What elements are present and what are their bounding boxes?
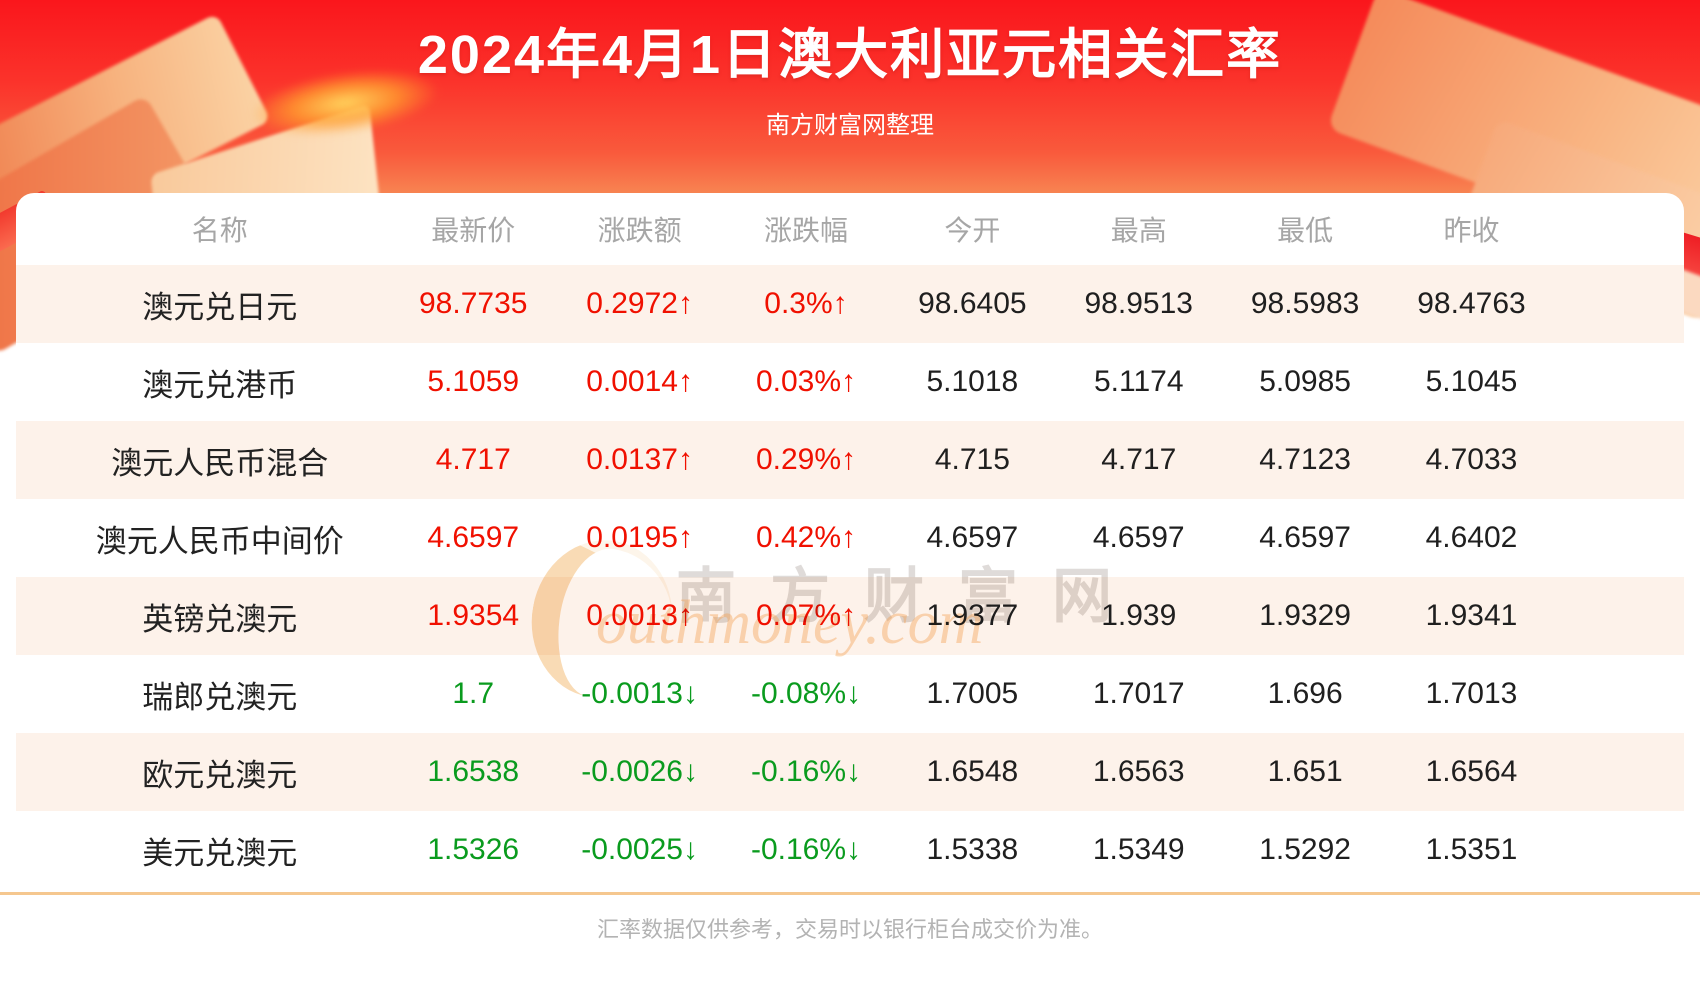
table-header-row: 名称 最新价 涨跌额 涨跌幅 今开 最高 最低 昨收 <box>16 193 1684 265</box>
currency-name: 欧元兑澳元 <box>142 757 298 793</box>
footer-divider <box>0 892 1700 895</box>
column-header-low: 最低 <box>1277 215 1334 246</box>
table-row: 美元兑澳元 1.5326 -0.0025↓ -0.16%↓ 1.5338 1.5… <box>16 811 1684 889</box>
column-header-prev-close: 昨收 <box>1443 215 1500 246</box>
last-price: 1.7 <box>452 677 495 710</box>
high-price: 98.9513 <box>1084 287 1193 320</box>
low-price: 1.5292 <box>1259 833 1351 866</box>
open-price: 1.6548 <box>926 755 1019 788</box>
low-price: 5.0985 <box>1259 365 1351 398</box>
currency-name: 澳元兑日元 <box>142 289 298 325</box>
last-price: 1.9354 <box>427 599 520 632</box>
low-price: 98.5983 <box>1250 287 1360 320</box>
prev-close-price: 5.1045 <box>1425 365 1518 398</box>
open-price: 1.7005 <box>926 677 1019 710</box>
low-price: 1.696 <box>1267 677 1343 710</box>
column-header-change-pct: 涨跌幅 <box>763 215 848 246</box>
page-subtitle: 南方财富网整理 <box>766 112 934 140</box>
change-percent: 0.3%↑ <box>764 287 848 320</box>
table-body: 澳元兑日元 98.7735 0.2972↑ 0.3%↑ 98.6405 98.9… <box>16 265 1684 889</box>
column-header-open: 今开 <box>944 215 1001 246</box>
prev-close-price: 4.7033 <box>1425 443 1518 476</box>
last-price: 1.5326 <box>427 833 520 866</box>
prev-close-price: 1.7013 <box>1425 677 1518 710</box>
table-row: 澳元人民币中间价 4.6597 0.0195↑ 0.42%↑ 4.6597 4.… <box>16 499 1684 577</box>
prev-close-price: 1.5351 <box>1425 833 1518 866</box>
table-row: 欧元兑澳元 1.6538 -0.0026↓ -0.16%↓ 1.6548 1.6… <box>16 733 1684 811</box>
open-price: 98.6405 <box>918 287 1027 320</box>
high-price: 1.939 <box>1101 599 1177 632</box>
high-price: 1.6563 <box>1092 755 1185 788</box>
footer-disclaimer: 汇率数据仅供参考，交易时以银行柜台成交价为准。 <box>596 917 1103 942</box>
last-price: 1.6538 <box>427 755 520 788</box>
high-price: 4.717 <box>1101 443 1177 476</box>
change-percent: -0.16%↓ <box>750 833 862 866</box>
open-price: 4.6597 <box>926 521 1019 554</box>
high-price: 1.7017 <box>1092 677 1185 710</box>
change-amount: -0.0026↓ <box>581 755 698 788</box>
currency-name: 英镑兑澳元 <box>142 601 298 637</box>
table-row: 英镑兑澳元 1.9354 0.0013↑ 0.07%↑ 1.9377 1.939… <box>16 577 1684 655</box>
change-percent: -0.08%↓ <box>750 677 862 710</box>
change-percent: 0.07%↑ <box>755 599 857 632</box>
prev-close-price: 1.9341 <box>1425 599 1518 632</box>
open-price: 1.5338 <box>926 833 1019 866</box>
table-row: 澳元兑港币 5.1059 0.0014↑ 0.03%↑ 5.1018 5.117… <box>16 343 1684 421</box>
change-amount: 0.0014↑ <box>586 365 693 398</box>
rates-table: 名称 最新价 涨跌额 涨跌幅 今开 最高 最低 昨收 澳元兑日元 98.7735… <box>16 193 1684 889</box>
banner: 2024年4月1日澳大利亚元相关汇率 南方财富网整理 <box>0 0 1700 140</box>
column-header-last: 最新价 <box>431 215 516 246</box>
change-percent: 0.29%↑ <box>755 443 857 476</box>
change-amount: 0.2972↑ <box>586 287 693 320</box>
change-percent: 0.03%↑ <box>755 365 857 398</box>
low-price: 4.7123 <box>1259 443 1351 476</box>
change-amount: 0.0013↑ <box>586 599 693 632</box>
change-amount: 0.0195↑ <box>586 521 693 554</box>
high-price: 5.1174 <box>1093 365 1184 398</box>
change-percent: 0.42%↑ <box>755 521 857 554</box>
low-price: 4.6597 <box>1259 521 1351 554</box>
high-price: 4.6597 <box>1092 521 1185 554</box>
prev-close-price: 98.4763 <box>1417 287 1526 320</box>
currency-name: 澳元兑港币 <box>142 367 298 403</box>
column-header-change: 涨跌额 <box>597 215 682 246</box>
change-amount: 0.0137↑ <box>586 443 693 476</box>
prev-close-price: 4.6402 <box>1425 521 1518 554</box>
column-header-high: 最高 <box>1110 215 1167 246</box>
table-row: 澳元人民币混合 4.717 0.0137↑ 0.29%↑ 4.715 4.717… <box>16 421 1684 499</box>
last-price: 4.6597 <box>427 521 520 554</box>
last-price: 4.717 <box>435 443 511 476</box>
low-price: 1.9329 <box>1259 599 1351 632</box>
change-amount: -0.0013↓ <box>581 677 698 710</box>
last-price: 98.7735 <box>419 287 528 320</box>
currency-name: 澳元人民币混合 <box>111 445 329 481</box>
open-price: 5.1018 <box>926 365 1019 398</box>
table-row: 澳元兑日元 98.7735 0.2972↑ 0.3%↑ 98.6405 98.9… <box>16 265 1684 343</box>
table-row: 瑞郎兑澳元 1.7 -0.0013↓ -0.08%↓ 1.7005 1.7017… <box>16 655 1684 733</box>
currency-name: 澳元人民币中间价 <box>95 523 344 559</box>
last-price: 5.1059 <box>427 365 520 398</box>
prev-close-price: 1.6564 <box>1425 755 1518 788</box>
change-percent: -0.16%↓ <box>750 755 862 788</box>
open-price: 1.9377 <box>926 599 1019 632</box>
low-price: 1.651 <box>1267 755 1343 788</box>
high-price: 1.5349 <box>1092 833 1185 866</box>
currency-name: 瑞郎兑澳元 <box>142 679 298 715</box>
change-amount: -0.0025↓ <box>581 833 698 866</box>
currency-name: 美元兑澳元 <box>142 835 298 871</box>
page-title: 2024年4月1日澳大利亚元相关汇率 <box>417 25 1283 85</box>
open-price: 4.715 <box>934 443 1010 476</box>
column-header-name: 名称 <box>191 215 248 246</box>
